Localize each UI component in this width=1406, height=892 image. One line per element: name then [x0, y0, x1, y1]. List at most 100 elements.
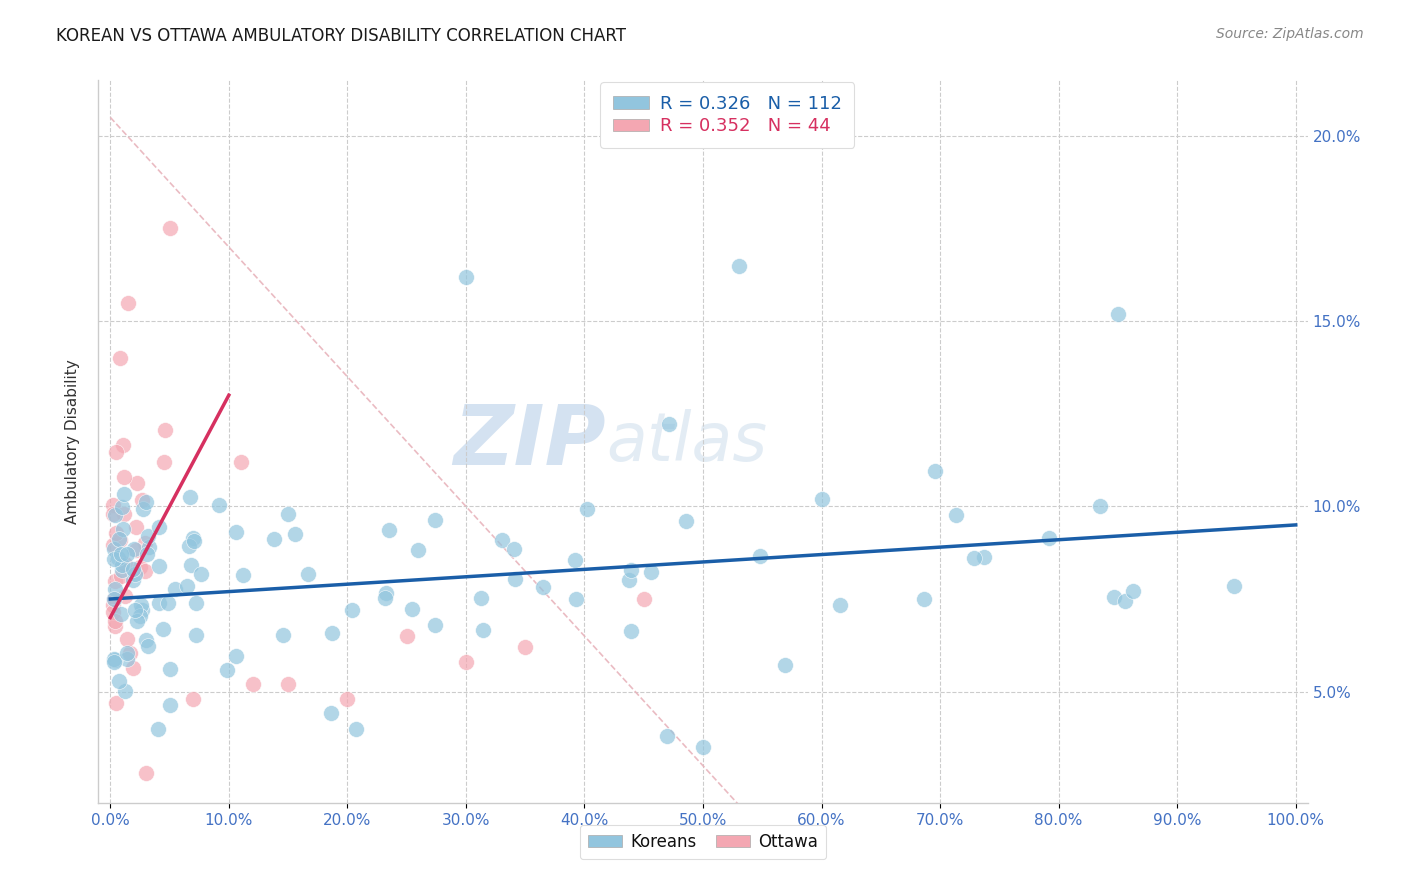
Point: [118, 646, 141, 660]
Point: [924, 464, 946, 478]
Point: [115, 646, 138, 660]
Point: [101, 605, 124, 619]
Point: [159, 662, 181, 676]
Point: [148, 558, 170, 573]
Point: [344, 722, 367, 736]
Point: [225, 648, 247, 663]
Point: [125, 520, 148, 534]
Point: [136, 640, 159, 654]
Point: [101, 498, 124, 512]
Point: [277, 677, 299, 691]
Point: [127, 476, 149, 491]
Point: [692, 740, 714, 755]
Point: [103, 552, 125, 566]
Point: [945, 508, 967, 523]
Point: [378, 523, 401, 537]
Point: [107, 551, 129, 566]
Point: [103, 542, 125, 557]
Point: [321, 625, 343, 640]
Point: [110, 558, 132, 573]
Point: [136, 547, 159, 561]
Point: [1102, 590, 1125, 604]
Point: [1038, 531, 1060, 545]
Point: [231, 455, 253, 469]
Point: [748, 549, 770, 563]
Point: [263, 532, 285, 546]
Point: [374, 586, 396, 600]
Point: [564, 553, 586, 567]
Point: [425, 618, 447, 632]
Point: [470, 591, 492, 605]
Point: [111, 563, 134, 577]
Point: [117, 547, 139, 561]
Point: [180, 558, 202, 572]
Point: [159, 221, 181, 235]
Point: [104, 582, 127, 597]
Point: [135, 633, 157, 648]
Point: [103, 656, 125, 670]
Point: [111, 438, 134, 452]
Point: [619, 573, 641, 587]
Point: [104, 619, 127, 633]
Point: [152, 623, 174, 637]
Point: [134, 564, 156, 578]
Point: [401, 602, 423, 616]
Point: [657, 729, 679, 743]
Point: [336, 692, 359, 706]
Point: [134, 536, 156, 550]
Point: [121, 573, 143, 587]
Point: [973, 549, 995, 564]
Point: [101, 538, 124, 552]
Point: [153, 423, 176, 437]
Point: [1122, 584, 1144, 599]
Point: [374, 591, 396, 605]
Point: [640, 565, 662, 579]
Point: [425, 513, 447, 527]
Point: [110, 569, 132, 583]
Point: [114, 557, 136, 571]
Point: [105, 696, 128, 710]
Point: [181, 531, 204, 545]
Point: [131, 603, 153, 617]
Point: [134, 495, 156, 509]
Point: [284, 526, 307, 541]
Point: [105, 526, 128, 541]
Point: [515, 640, 537, 655]
Point: [110, 500, 132, 514]
Point: [620, 624, 643, 638]
Point: [129, 598, 152, 612]
Point: [181, 692, 204, 706]
Point: [128, 559, 150, 574]
Point: [225, 524, 247, 539]
Point: [159, 698, 181, 712]
Point: [103, 591, 125, 606]
Point: [110, 547, 132, 561]
Point: [104, 508, 127, 523]
Text: ZIP: ZIP: [454, 401, 606, 482]
Text: KOREAN VS OTTAWA AMBULATORY DISABILITY CORRELATION CHART: KOREAN VS OTTAWA AMBULATORY DISABILITY C…: [56, 27, 626, 45]
Y-axis label: Ambulatory Disability: Ambulatory Disability: [65, 359, 80, 524]
Point: [135, 766, 157, 780]
Point: [110, 607, 132, 621]
Point: [165, 582, 187, 597]
Point: [112, 507, 135, 521]
Point: [775, 657, 797, 672]
Point: [103, 591, 125, 606]
Point: [117, 295, 139, 310]
Point: [1090, 499, 1112, 513]
Point: [104, 574, 127, 588]
Point: [103, 652, 125, 666]
Point: [131, 502, 153, 516]
Point: [395, 629, 418, 643]
Point: [124, 603, 146, 617]
Point: [107, 674, 129, 689]
Point: [148, 722, 170, 736]
Point: [148, 596, 170, 610]
Point: [114, 684, 136, 698]
Point: [184, 628, 207, 642]
Point: [810, 491, 832, 506]
Legend: Koreans, Ottawa: Koreans, Ottawa: [579, 825, 827, 860]
Text: atlas: atlas: [606, 409, 768, 475]
Point: [122, 541, 145, 556]
Point: [129, 608, 152, 623]
